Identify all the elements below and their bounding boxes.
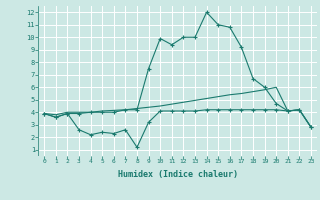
X-axis label: Humidex (Indice chaleur): Humidex (Indice chaleur) <box>118 170 238 179</box>
